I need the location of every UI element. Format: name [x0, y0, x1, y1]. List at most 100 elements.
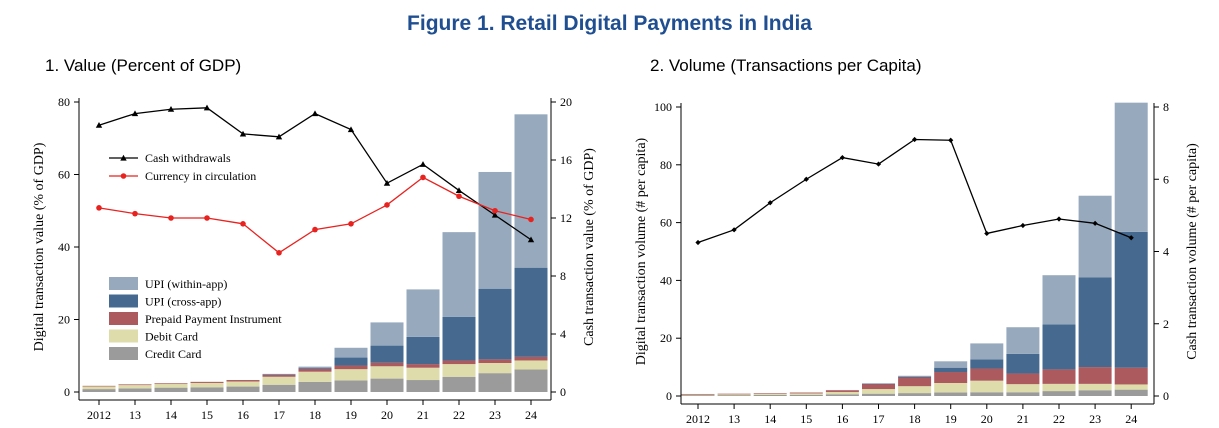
bar-debit-card-23 — [1078, 383, 1112, 391]
bar-debit-card-21 — [1006, 384, 1040, 393]
bar-credit-card-15 — [190, 387, 224, 392]
bar-debit-card-16 — [825, 391, 859, 395]
point-currency-in-circulation-2012 — [96, 205, 102, 211]
y2-tick-label: 4 — [1163, 245, 1169, 259]
x-tick-label: 24 — [1125, 412, 1137, 426]
bar-debit-card-19 — [934, 382, 968, 393]
line-cash-withdrawals — [697, 138, 1132, 244]
bar-debit-card-15 — [789, 393, 823, 395]
x-tick-label: 14 — [764, 412, 776, 426]
legend-label-cash-withdrawals: Cash withdrawals — [145, 151, 231, 165]
bar-upi-within-app-19 — [934, 361, 968, 368]
bar-prepaid-payment-instrument-18 — [898, 377, 932, 387]
bar-debit-card-16 — [226, 381, 260, 387]
point-cash-withdrawals-14 — [167, 106, 175, 112]
point-cash-withdrawals-21 — [419, 161, 427, 167]
bar-prepaid-payment-instrument-2012 — [681, 393, 715, 395]
x-tick-label: 19 — [945, 412, 957, 426]
bar-debit-card-2012 — [681, 394, 715, 396]
point-currency-in-circulation-20 — [384, 202, 390, 208]
bar-prepaid-payment-instrument-16 — [226, 380, 260, 382]
bar-upi-cross-app-24 — [1114, 231, 1148, 368]
bar-upi-within-app-23 — [1078, 195, 1112, 278]
point-cash-withdrawals-17 — [275, 133, 283, 140]
x-tick-label: 20 — [981, 412, 993, 426]
bar-debit-card-24 — [1114, 384, 1148, 390]
x-tick-label: 18 — [309, 408, 321, 422]
y-tick-label: 80 — [660, 158, 672, 172]
x-tick-label: 18 — [909, 412, 921, 426]
bar-debit-card-23 — [478, 363, 512, 374]
x-tick-label: 23 — [1089, 412, 1101, 426]
point-cash-withdrawals-23 — [491, 211, 499, 218]
bar-upi-cross-app-22 — [1042, 324, 1076, 370]
point-currency-in-circulation-14 — [168, 215, 174, 221]
x-tick-label: 24 — [525, 408, 537, 422]
bar-credit-card-2012 — [681, 395, 715, 396]
x-tick-label: 21 — [417, 408, 429, 422]
bar-upi-within-app-21 — [1006, 327, 1040, 354]
y2-tick-label: 4 — [560, 327, 566, 341]
x-tick-label: 15 — [201, 408, 213, 422]
bar-prepaid-payment-instrument-20 — [970, 368, 1004, 381]
bar-credit-card-14 — [753, 394, 787, 396]
y2-tick-label: 20 — [560, 95, 572, 109]
point-currency-in-circulation-18 — [312, 226, 318, 233]
legend-swatch-upi-cross-app — [109, 294, 138, 308]
bar-upi-within-app-23 — [478, 171, 512, 289]
x-tick-label: 17 — [873, 412, 885, 426]
bar-prepaid-payment-instrument-17 — [862, 383, 895, 390]
legend-swatch-prepaid-payment-instrument — [109, 312, 138, 325]
bar-upi-within-app-24 — [1114, 102, 1148, 232]
bar-prepaid-payment-instrument-13 — [717, 393, 751, 395]
bar-prepaid-payment-instrument-24 — [1114, 367, 1148, 385]
x-tick-label: 13 — [728, 412, 740, 426]
figure-title: Figure 1. Retail Digital Payments in Ind… — [407, 12, 812, 35]
point-currency-in-circulation-19 — [348, 221, 354, 227]
bar-prepaid-payment-instrument-15 — [190, 381, 224, 383]
bar-credit-card-19 — [934, 392, 968, 396]
point-cash-withdrawals-15 — [203, 104, 211, 111]
point-cash-withdrawals-13 — [131, 110, 139, 117]
bar-credit-card-18 — [898, 393, 932, 396]
bar-upi-within-app-20 — [370, 322, 404, 346]
point-currency-in-circulation-22 — [456, 193, 462, 200]
point-cash-withdrawals-2012 — [695, 239, 701, 246]
point-cash-withdrawals-19 — [948, 137, 954, 143]
point-cash-withdrawals-23 — [1092, 220, 1098, 226]
x-tick-label: 19 — [345, 408, 357, 422]
bar-debit-card-15 — [190, 382, 224, 388]
bar-debit-card-24 — [514, 360, 548, 370]
y2-tick-label: 0 — [560, 385, 566, 399]
y-tick-label: 20 — [58, 313, 70, 327]
legend-swatch-credit-card — [109, 347, 138, 360]
bar-upi-cross-app-24 — [514, 267, 548, 357]
bar-upi-cross-app-19 — [934, 367, 968, 373]
y2-tick-label: 0 — [1163, 389, 1169, 403]
bar-debit-card-14 — [154, 384, 188, 388]
bar-credit-card-24 — [514, 369, 548, 392]
x-tick-label: 22 — [453, 408, 465, 422]
bar-debit-card-22 — [442, 364, 476, 377]
bar-prepaid-payment-instrument-14 — [154, 383, 188, 385]
bar-prepaid-payment-instrument-23 — [478, 359, 512, 363]
bar-debit-card-13 — [717, 393, 751, 396]
point-cash-withdrawals-18 — [311, 110, 319, 117]
bar-upi-within-app-24 — [514, 114, 548, 268]
bar-credit-card-18 — [298, 381, 332, 392]
x-tick-label: 16 — [836, 412, 848, 426]
bar-debit-card-17 — [862, 389, 895, 394]
bar-credit-card-22 — [442, 376, 476, 392]
bar-credit-card-21 — [1006, 392, 1040, 396]
bar-prepaid-payment-instrument-22 — [1042, 369, 1076, 384]
bar-credit-card-24 — [1114, 389, 1148, 396]
legend-label-upi-cross-app: UPI (cross-app) — [145, 295, 221, 309]
bar-debit-card-20 — [370, 366, 404, 379]
point-cash-withdrawals-22 — [1056, 216, 1062, 222]
legend-label-prepaid-payment-instrument: Prepaid Payment Instrument — [145, 312, 282, 326]
bar-credit-card-15 — [789, 394, 823, 396]
x-tick-label: 16 — [237, 408, 249, 422]
y2-tick-label: 16 — [560, 153, 572, 167]
point-cash-withdrawals-24 — [527, 236, 535, 243]
bar-prepaid-payment-instrument-19 — [334, 365, 368, 370]
